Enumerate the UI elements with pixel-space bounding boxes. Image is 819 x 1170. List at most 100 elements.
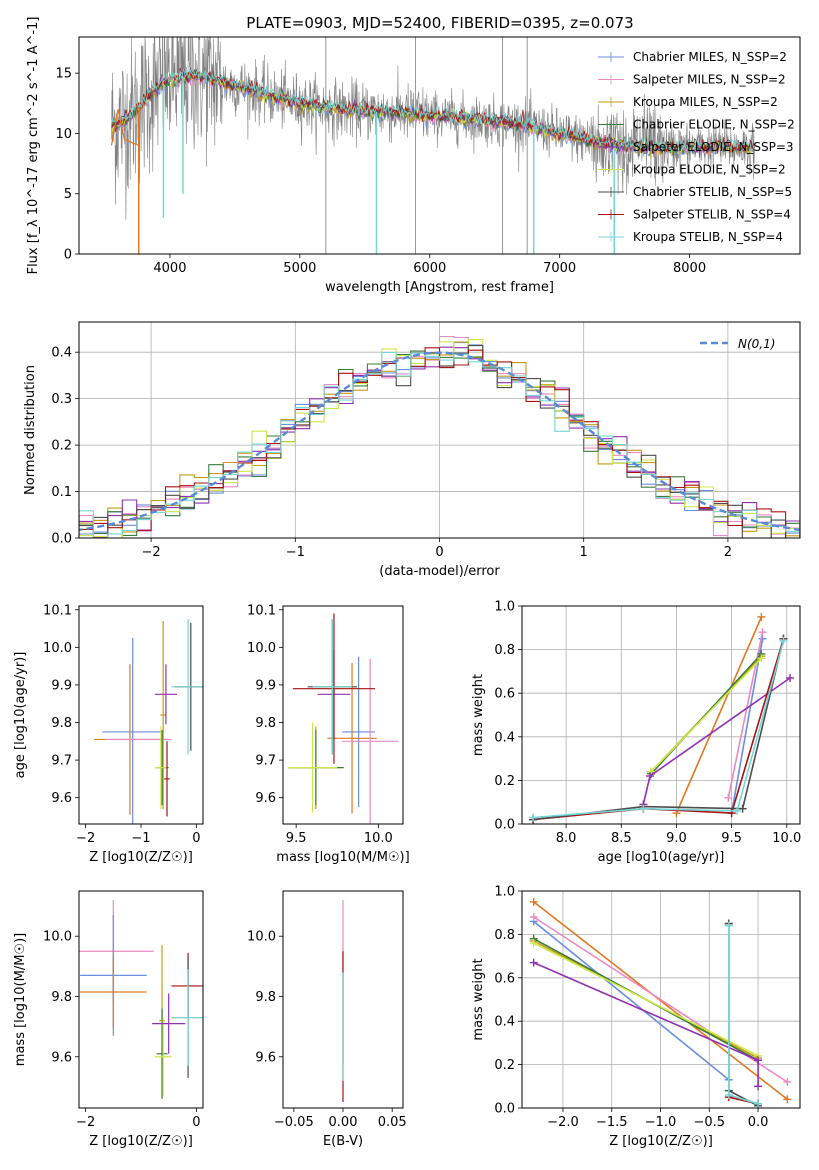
x-tick-label: −1 [131,831,150,846]
x-axis-label: Z [log10(Z/Z☉)] [609,1134,713,1149]
axes-mass-vs-EBV: −0.05 0.00 0.05 9.6 9.8 10.0 E(B-V) [247,890,407,1149]
axes-frame [282,605,404,825]
plot-area-mass-weight-vs-age [529,612,795,824]
x-tick-label: −1.0 [645,1115,677,1130]
x-tick-label: 7000 [543,261,576,276]
x-tick-label: −2 [76,1115,95,1130]
spectrum-legend: Chabrier MILES, N_SSP=2 Salpeter MILES, N… [598,50,795,244]
axes-mass-vs-Z: −2 0 9.6 9.8 10.0 Z [log10(Z/Z☉)] mass [log10(… [13,890,204,1149]
x-tick-label: 9.5 [286,831,307,846]
x-axis-label: Z [log10(Z/Z☉)] [89,1134,193,1149]
y-axis-label: mass weight [471,674,486,756]
y-tick-label: 0.2 [51,439,72,454]
x-axis-label: age [log10(age/yr)] [598,850,725,865]
plot-area-mass-weight-vs-Z [529,897,792,1108]
y-tick-label: 1.0 [494,885,515,900]
x-tick-label: −2.0 [547,1115,579,1130]
y-tick-label: 9.6 [51,1050,72,1065]
y-tick-label: 9.8 [255,716,276,731]
y-tick-label: 9.8 [51,716,72,731]
model-spectrum-c_stelib [111,67,755,155]
series-line-k_elodie [533,942,759,1057]
y-axis-label: mass [log10(M/M☉)] [13,933,28,1066]
y-tick-label: 0.6 [494,971,515,986]
x-axis-label: (data-model)/error [379,564,500,579]
x-tick-label: −2 [142,545,161,560]
x-tick-label: 6000 [413,261,446,276]
y-tick-label: 9.6 [255,1050,276,1065]
x-axis-label: mass [log10(M/M☉)] [276,850,409,865]
page-title: PLATE=0903, MJD=52400, FIBERID=0395, z=0… [246,14,633,32]
series-line-c_miles [533,920,730,1081]
y-tick-label: 5 [64,187,72,202]
observed-spectrum [111,37,755,220]
y-tick-label: 10 [55,127,72,142]
legend-label: N(0,1) [738,337,775,351]
axes-residuals: −2 −1 0 1 2 0.0 0.1 0.2 0.3 0.4 (data-model)/error… [23,321,801,579]
series-line-orange [533,901,788,1100]
y-tick-label: 10.1 [43,603,72,618]
x-axis-label: Z [log10(Z/Z☉)] [89,850,193,865]
legend-label: Chabrier ELODIE, N_SSP=2 [633,118,795,132]
axes-frame [521,890,801,1109]
x-tick-label: 4000 [153,261,186,276]
y-tick-label: 0.4 [51,346,72,361]
y-tick-label: 0.4 [494,1015,515,1030]
series-line-orange [675,616,763,814]
x-tick-label: 5000 [283,261,316,276]
y-axis-label: Flux [f_λ 10^-17 erg cm^-2 s^-1 A^-1] [26,17,41,275]
y-tick-label: 0.6 [494,687,515,702]
plot-area-age-vs-Z [93,619,203,824]
x-tick-label: 0 [192,1115,200,1130]
y-tick-label: 9.7 [255,754,276,769]
axes-spectrum: 4000 5000 6000 7000 8000 0 5 10 15 wavelength [An… [26,17,801,295]
series-line-s_stelib [532,638,785,821]
gaussian-curve [79,351,800,532]
y-tick-label: 0.8 [494,928,515,943]
axes-mass-weight-vs-age: 8.0 8.5 9.0 9.5 10.0 0.0 0.2 0.4 0.6 0.8 1.0 age [l… [471,600,801,866]
y-tick-label: 10.0 [247,930,276,945]
x-tick-label: −1.5 [596,1115,628,1130]
y-tick-label: 0.8 [494,643,515,658]
orange-model-blue-end [110,109,139,147]
x-tick-label: 0 [435,545,443,560]
x-tick-label: 0 [192,831,200,846]
x-tick-label: −1 [286,545,305,560]
y-tick-label: 0.0 [494,818,515,833]
legend-label: Salpeter STELIB, N_SSP=4 [633,208,791,222]
series-line-k_stelib [532,640,785,819]
model-spectrum-k_stelib [111,67,755,154]
plot-area-spectrum [110,37,755,254]
y-tick-label: 0.1 [51,485,72,500]
y-axis-label: mass weight [471,958,486,1040]
y-tick-label: 0.2 [494,1058,515,1073]
x-tick-label: −0.05 [274,1115,314,1130]
y-tick-label: 9.6 [255,791,276,806]
x-axis-label: E(B-V) [323,1134,363,1149]
axes-age-vs-mass: 9.5 10.0 9.6 9.7 9.8 9.9 10.0 10.1 mass [log10(M… [247,603,410,865]
legend-label: Kroupa STELIB, N_SSP=4 [633,230,783,244]
plot-area-age-vs-mass [287,613,399,824]
legend-label: Chabrier STELIB, N_SSP=5 [633,185,792,199]
x-tick-label: 8000 [673,261,706,276]
y-tick-label: 9.9 [51,678,72,693]
y-tick-label: 9.8 [255,990,276,1005]
x-tick-label: −0.5 [693,1115,725,1130]
x-tick-label: 1 [580,545,588,560]
legend-label: Chabrier MILES, N_SSP=2 [633,50,787,64]
plot-area-residuals [79,335,800,538]
y-tick-label: 1.0 [494,600,515,615]
series-line-k_elodie [650,657,762,773]
y-tick-label: 9.6 [51,791,72,806]
x-tick-label: 0.05 [378,1115,407,1130]
y-tick-label: 0 [64,248,72,263]
y-tick-label: 0.4 [494,730,515,745]
x-axis-label: wavelength [Angstrom, rest frame] [325,280,554,295]
axes-frame [521,605,801,825]
plot-area-mass-vs-Z [79,900,203,1099]
y-tick-label: 10.0 [247,641,276,656]
y-tick-label: 0.0 [51,532,72,547]
y-axis-label: age [log10(age/yr)] [13,652,28,779]
legend-label: Salpeter ELODIE, N_SSP=3 [633,140,794,154]
